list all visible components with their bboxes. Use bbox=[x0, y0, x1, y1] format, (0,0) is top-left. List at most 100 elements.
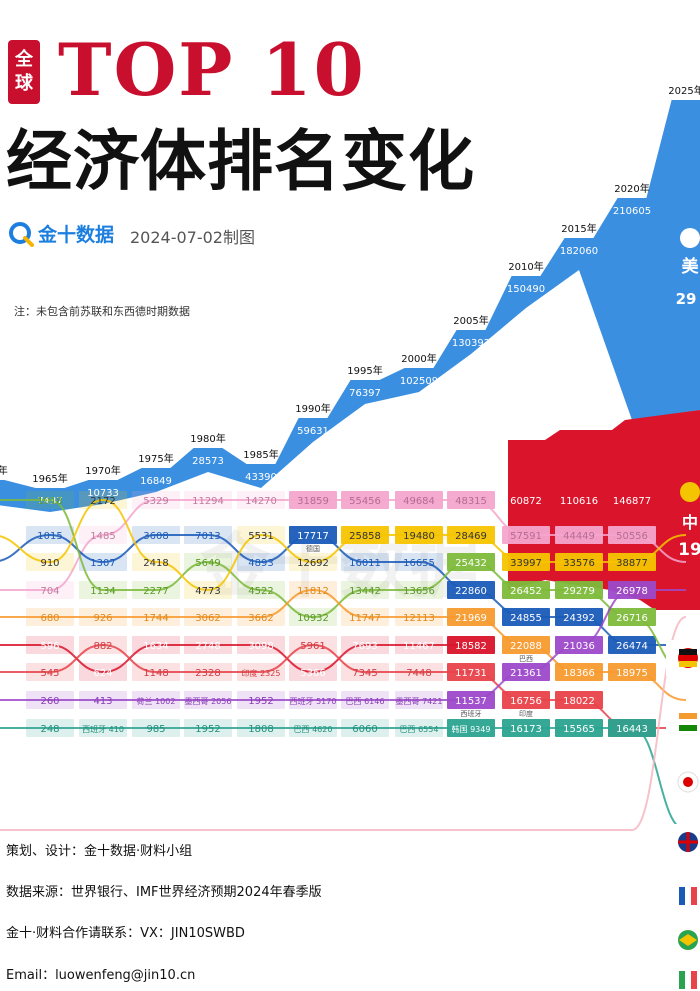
series-cn-mark bbox=[341, 636, 389, 654]
series-it-mark bbox=[502, 636, 550, 654]
data-label: 182060 bbox=[560, 246, 598, 257]
series-ca-mark bbox=[502, 691, 550, 709]
data-label: 4773 bbox=[195, 586, 220, 597]
series-jp-mark bbox=[132, 491, 180, 509]
series-de-mark bbox=[395, 526, 443, 544]
data-label: 4893 bbox=[248, 558, 273, 569]
data-label: 12113 bbox=[403, 613, 435, 624]
series-in-mark bbox=[341, 691, 389, 709]
data-label: 1307 bbox=[90, 558, 115, 569]
year-label: 1985年 bbox=[243, 448, 278, 461]
badge-char-1: 全 bbox=[15, 49, 33, 70]
country-tag: 巴西 bbox=[519, 655, 533, 663]
series-in-mark bbox=[26, 691, 74, 709]
data-label: 43390 bbox=[245, 472, 277, 483]
series-jp-mark bbox=[341, 491, 389, 509]
page-title: 经济体排名变化 bbox=[6, 123, 475, 200]
series-uk-mark bbox=[132, 581, 180, 599]
data-label: 18022 bbox=[563, 696, 595, 707]
data-label: 596 bbox=[40, 641, 59, 652]
series-uk-mark bbox=[289, 608, 337, 626]
data-label: 19480 bbox=[403, 531, 435, 542]
series-ca-mark bbox=[132, 663, 180, 681]
data-label: 680 bbox=[40, 613, 59, 624]
data-label: 巴西 6146 bbox=[346, 697, 385, 706]
data-label: 57591 bbox=[510, 531, 542, 542]
data-label: 110616 bbox=[560, 496, 598, 507]
title-top: TOP 10 bbox=[58, 27, 366, 112]
data-label: 5531 bbox=[248, 531, 273, 542]
data-label: 印度 2325 bbox=[242, 668, 281, 678]
series-uk-mark bbox=[502, 581, 550, 599]
series-fr-mark bbox=[79, 553, 127, 571]
data-label: 7448 bbox=[406, 668, 431, 679]
series-br-mark bbox=[447, 719, 495, 737]
data-label: 墨西哥 7421 bbox=[396, 697, 443, 706]
series-jp-mark bbox=[79, 526, 127, 544]
series-in-mark bbox=[184, 691, 232, 709]
data-label: 西班牙 410 bbox=[82, 724, 124, 734]
data-label: 19 bbox=[678, 540, 700, 560]
data-label: 11467 bbox=[403, 641, 435, 652]
data-label: 16173 bbox=[510, 724, 542, 735]
data-label: 16849 bbox=[140, 476, 172, 487]
year-label: 2025年 bbox=[668, 84, 700, 97]
series-br-mark bbox=[79, 719, 127, 737]
data-label: 76397 bbox=[349, 388, 381, 399]
country-tag: 印度 bbox=[519, 709, 533, 718]
series-br-mark bbox=[237, 719, 285, 737]
data-label: 16557 bbox=[616, 696, 648, 707]
series-uk-mark bbox=[341, 581, 389, 599]
flag-detail bbox=[685, 887, 691, 905]
series-de-mark bbox=[26, 553, 74, 571]
data-label: 18582 bbox=[455, 641, 487, 652]
series-de-mark bbox=[447, 526, 495, 544]
footer-email[interactable]: Email：luowenfeng@jin10.cn bbox=[6, 968, 196, 983]
data-label: 11731 bbox=[455, 668, 487, 679]
series-it-mark bbox=[289, 581, 337, 599]
data-label: 11537 bbox=[455, 696, 487, 707]
series-ca-mark bbox=[79, 636, 127, 654]
data-label: 21969 bbox=[455, 613, 487, 624]
data-label: 28573 bbox=[192, 456, 224, 467]
data-label: 48315 bbox=[455, 496, 487, 507]
data-label: 910 bbox=[40, 558, 59, 569]
data-label: 7693 bbox=[352, 641, 377, 652]
series-de-mark bbox=[184, 581, 232, 599]
data-label: 413 bbox=[93, 696, 112, 707]
series-cn-mark bbox=[395, 636, 443, 654]
flag-detail bbox=[679, 887, 685, 905]
data-label: 10733 bbox=[87, 488, 119, 499]
data-label: 2748 bbox=[195, 641, 220, 652]
data-label: 4522 bbox=[248, 586, 273, 597]
series-it-mark bbox=[608, 663, 656, 681]
flag-detail bbox=[683, 777, 693, 787]
series-de-mark bbox=[132, 553, 180, 571]
series-de-mark bbox=[289, 553, 337, 571]
data-label: 1485 bbox=[90, 531, 115, 542]
data-label: 38877 bbox=[616, 558, 648, 569]
data-label: 13656 bbox=[403, 586, 435, 597]
series-br-mark bbox=[289, 719, 337, 737]
data-label: 21036 bbox=[563, 641, 595, 652]
data-label: 985 bbox=[146, 724, 165, 735]
series-ca-mark bbox=[341, 663, 389, 681]
data-label: 11747 bbox=[349, 613, 381, 624]
series-jp-mark bbox=[447, 491, 495, 509]
series-uk-mark bbox=[26, 491, 74, 509]
series-it-mark bbox=[555, 663, 603, 681]
series-in-mark bbox=[237, 691, 285, 709]
data-label: 2172 bbox=[90, 496, 115, 507]
data-label: 248 bbox=[40, 724, 59, 735]
series-uk-mark bbox=[555, 581, 603, 599]
data-label: 7345 bbox=[352, 668, 377, 679]
series-jp-mark bbox=[26, 581, 74, 599]
data-label: 29 bbox=[676, 290, 697, 308]
series-uk-mark bbox=[237, 581, 285, 599]
brand-logo: 金十数据 bbox=[8, 220, 114, 247]
series-cn-mark bbox=[289, 663, 337, 681]
data-label: 26978 bbox=[616, 586, 648, 597]
flag-detail bbox=[679, 725, 697, 731]
year-label: 1960年 bbox=[0, 464, 8, 477]
series-uk-mark bbox=[184, 553, 232, 571]
